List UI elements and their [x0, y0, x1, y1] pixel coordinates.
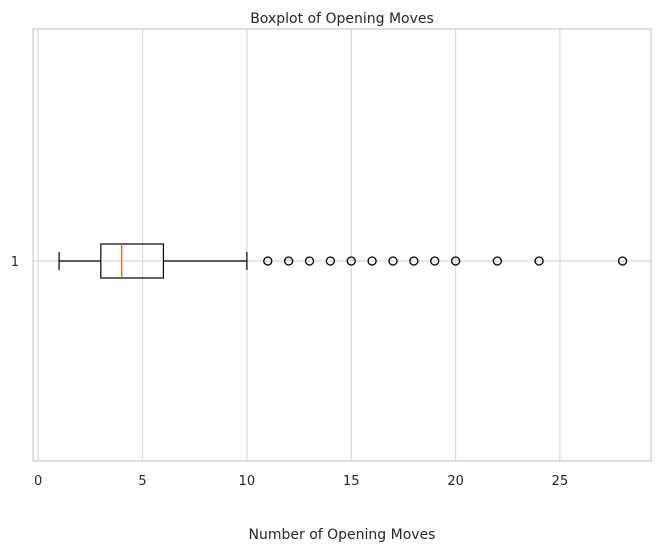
outlier-point — [409, 256, 419, 266]
outlier-point — [617, 256, 628, 266]
outlier-point — [450, 256, 461, 266]
outlier-point — [430, 256, 440, 266]
outlier-point — [534, 256, 544, 266]
outlier-point — [367, 256, 377, 266]
x-tick-label: 0 — [34, 474, 42, 489]
x-tick-label: 5 — [138, 474, 146, 489]
outlier-point — [263, 256, 273, 266]
x-tick-label: 15 — [343, 474, 360, 489]
grid-lines — [33, 29, 651, 461]
tick-labels: 0 5 10 15 20 25 1 — [11, 255, 569, 489]
outlier-point — [388, 256, 398, 266]
outlier-point — [325, 256, 336, 266]
y-tick-label: 1 — [11, 255, 19, 270]
chart-title: Boxplot of Opening Moves — [250, 11, 434, 27]
outlier-point — [492, 256, 502, 266]
outlier-point — [304, 256, 315, 266]
outlier-point — [346, 256, 356, 266]
x-tick-label: 20 — [447, 474, 464, 489]
outlier-point — [283, 256, 294, 266]
x-tick-label: 10 — [239, 474, 256, 489]
x-axis-label: Number of Opening Moves — [249, 527, 436, 543]
iqr-box — [100, 243, 165, 279]
plot-frame — [32, 28, 652, 462]
box-group — [58, 243, 628, 279]
x-tick-label: 25 — [552, 474, 569, 489]
